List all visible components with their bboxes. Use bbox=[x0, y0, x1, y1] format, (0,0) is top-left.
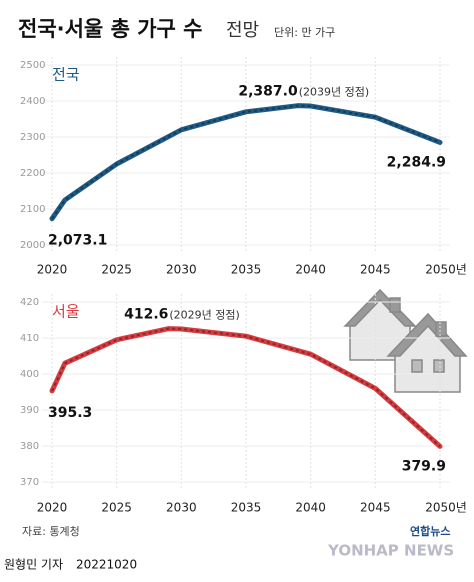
y-tick-label: 370 bbox=[20, 477, 39, 488]
annotation: (2029년 정점) bbox=[169, 309, 239, 322]
annotation: (2039년 정점) bbox=[299, 86, 369, 99]
y-tick-label: 420 bbox=[20, 297, 39, 308]
source: 자료: 통계청 bbox=[22, 525, 80, 538]
chart-title: 전국·서울 총 가구 수 bbox=[18, 17, 202, 41]
x-tick-label: 2025 bbox=[101, 263, 132, 277]
x-tick-label: 2020 bbox=[37, 263, 68, 277]
series-line bbox=[49, 103, 443, 222]
y-tick-label: 2200 bbox=[20, 168, 45, 179]
y-tick-label: 2400 bbox=[20, 96, 45, 107]
x-tick-label: 2025 bbox=[101, 501, 132, 515]
y-tick-label: 2100 bbox=[20, 204, 45, 215]
value-label: 2,387.0 bbox=[238, 84, 298, 100]
x-tick-label: 2020 bbox=[37, 501, 68, 515]
x-tick-label: 2045 bbox=[360, 501, 391, 515]
logo-en: YONHAP NEWS bbox=[327, 542, 454, 560]
series-label: 전국 bbox=[52, 66, 80, 84]
x-tick-label: 2030 bbox=[166, 501, 197, 515]
date: 20221020 bbox=[76, 558, 137, 572]
value-label: 395.3 bbox=[48, 405, 92, 421]
series-line bbox=[49, 326, 443, 449]
y-tick-label: 2300 bbox=[20, 132, 45, 143]
house-icon bbox=[343, 288, 468, 393]
x-tick-label: 2045 bbox=[360, 263, 391, 277]
x-tick-label: 2035 bbox=[231, 263, 262, 277]
x-tick-label: 2050년 bbox=[425, 501, 467, 515]
x-tick-label: 2040 bbox=[295, 501, 326, 515]
title-suffix: 전망 bbox=[226, 20, 259, 41]
credit: 원형민 기자 bbox=[4, 558, 63, 572]
logo: 연합뉴스 bbox=[410, 524, 450, 538]
value-label: 2,284.9 bbox=[387, 154, 446, 170]
x-tick-label: 2040 bbox=[295, 263, 326, 277]
value-label: 412.6 bbox=[124, 307, 168, 323]
y-tick-label: 380 bbox=[20, 441, 39, 452]
x-tick-label: 2030 bbox=[166, 263, 197, 277]
series-label: 서울 bbox=[52, 303, 80, 321]
unit-label: 단위: 만 가구 bbox=[274, 26, 335, 39]
y-tick-label: 400 bbox=[20, 369, 39, 380]
x-tick-label: 2035 bbox=[231, 501, 262, 515]
y-tick-label: 2000 bbox=[20, 240, 45, 251]
y-tick-label: 2500 bbox=[20, 60, 45, 71]
x-tick-label: 2050년 bbox=[425, 263, 467, 277]
series-line-dash bbox=[51, 327, 441, 448]
y-tick-label: 410 bbox=[20, 333, 39, 344]
series-line-dash bbox=[51, 104, 441, 220]
value-label: 2,073.1 bbox=[48, 233, 107, 249]
y-tick-label: 390 bbox=[20, 405, 39, 416]
value-label: 379.9 bbox=[402, 458, 446, 474]
